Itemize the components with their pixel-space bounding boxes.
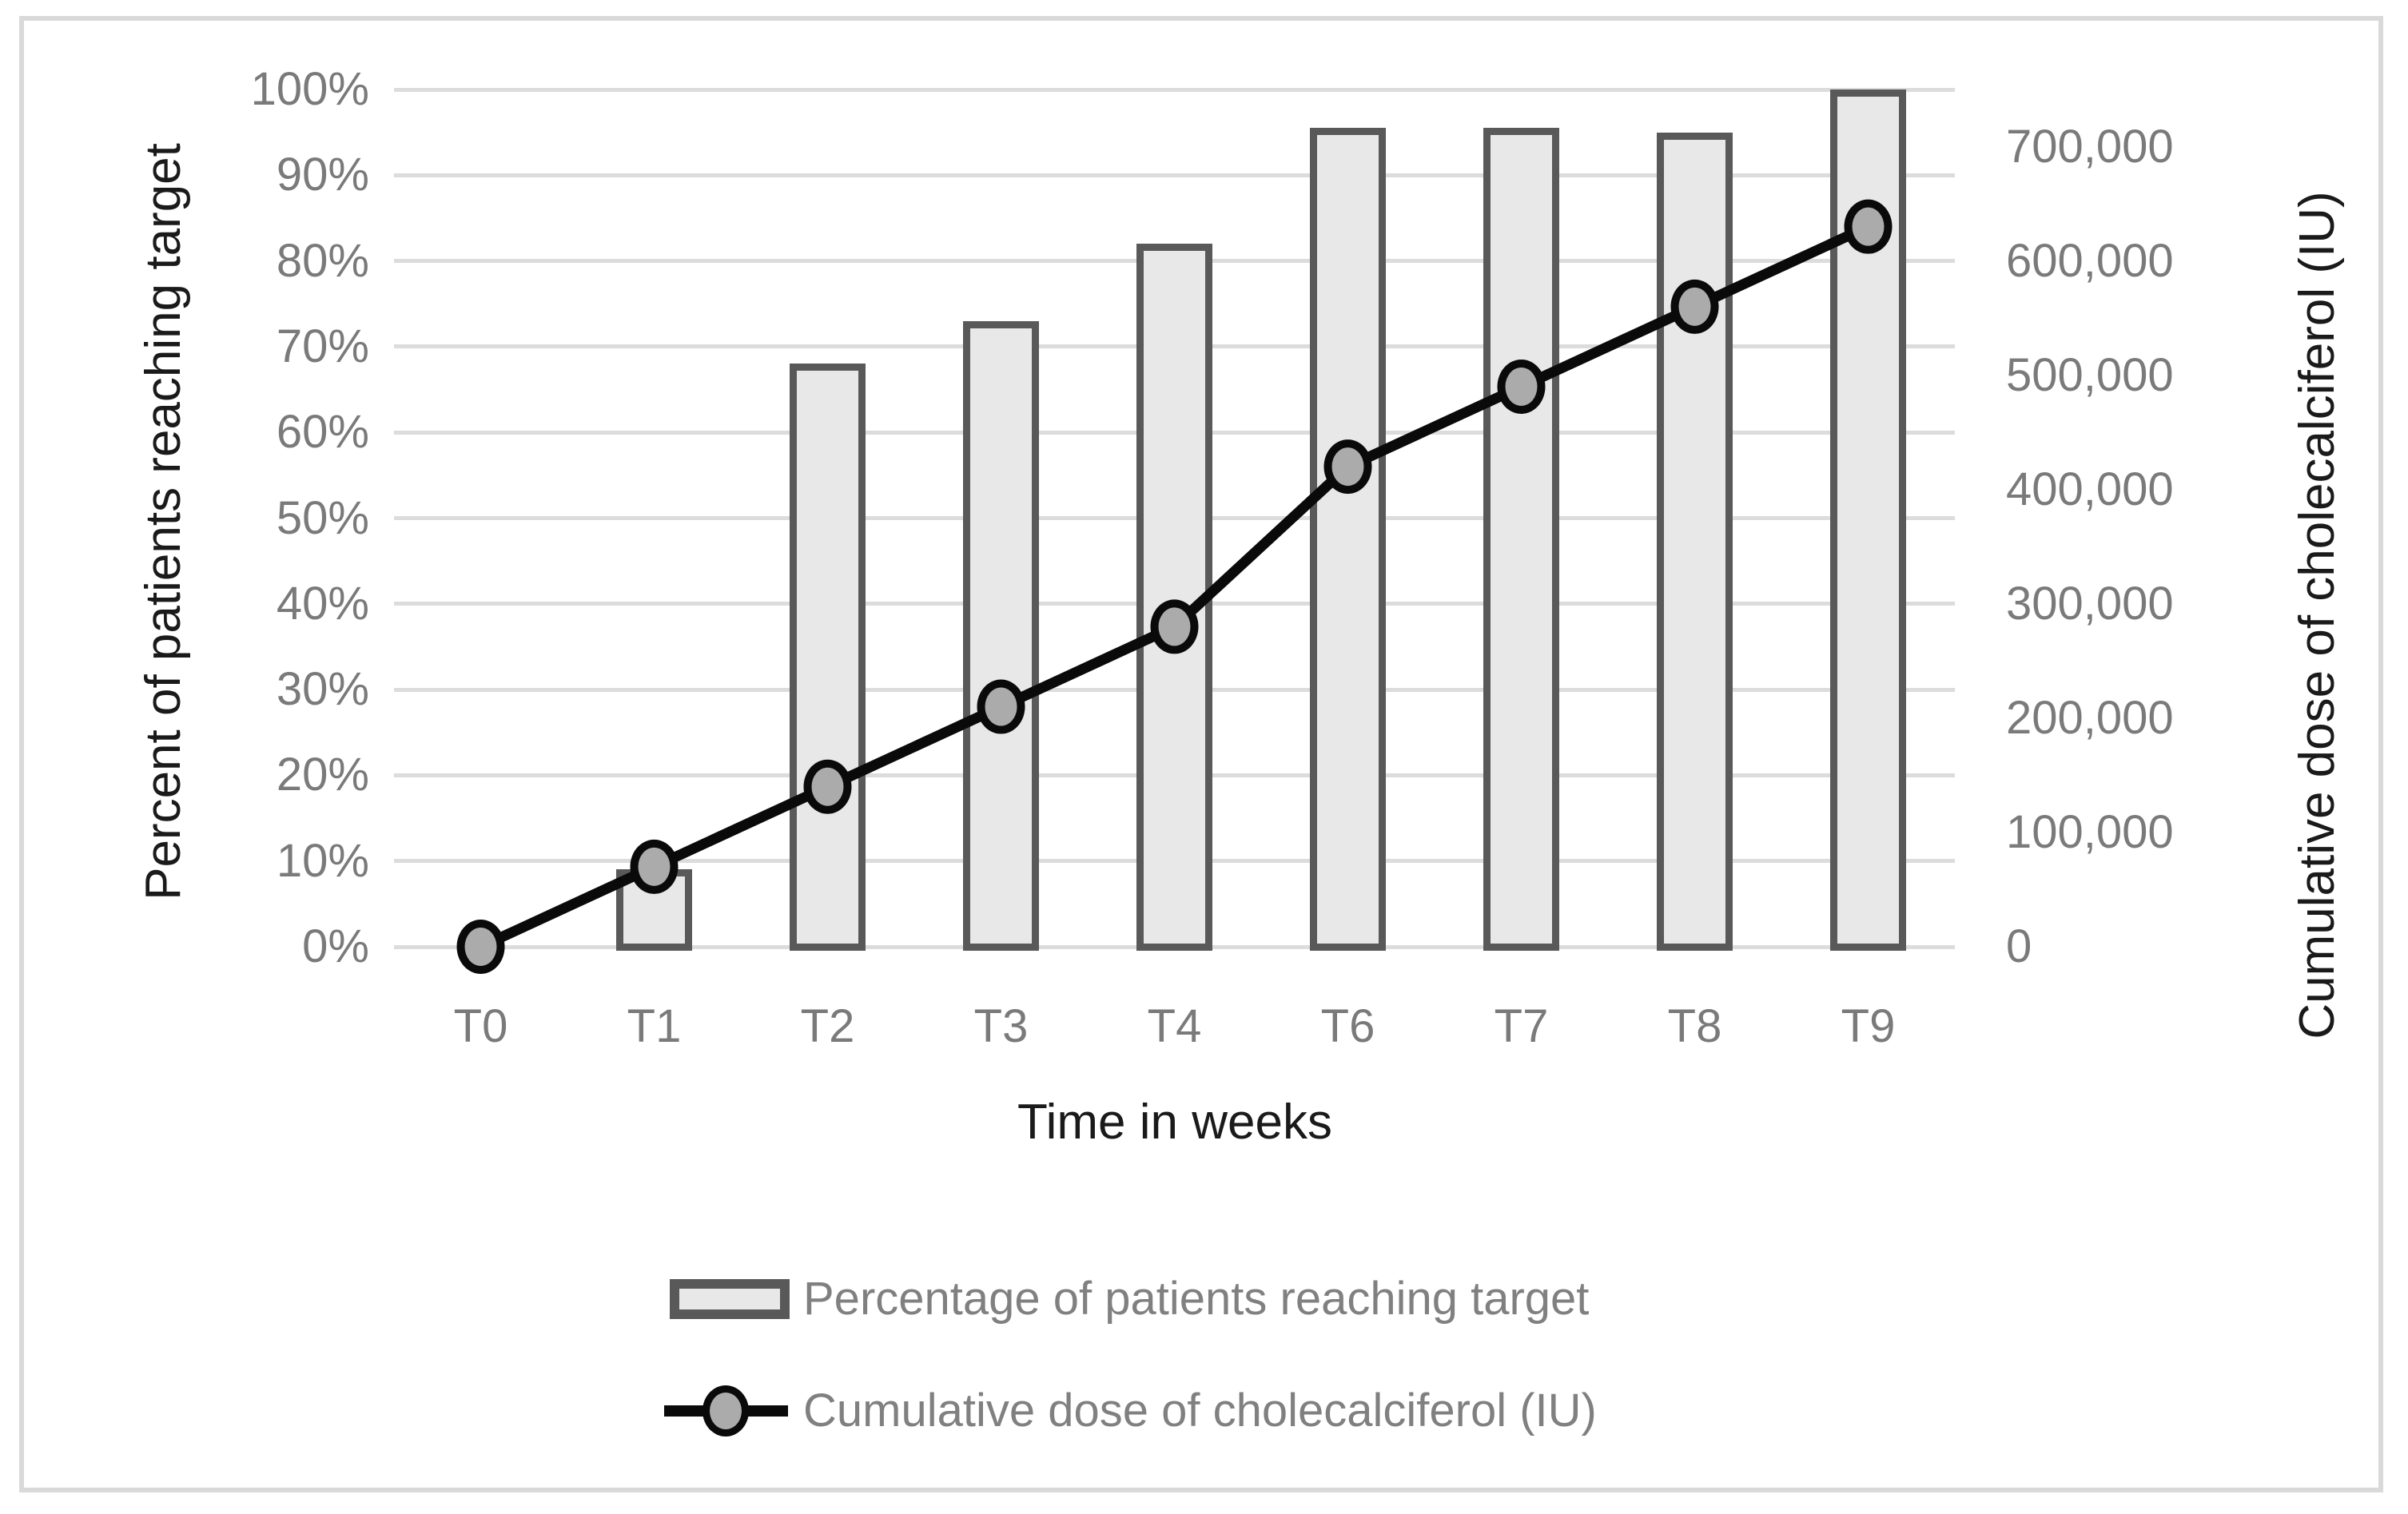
dose-marker-T3 bbox=[977, 679, 1025, 734]
dose-marker-T1 bbox=[630, 839, 679, 894]
right-axis-tick-labels: 0 100,000 200,000 300,000 400,000 500,000 600,… bbox=[2006, 89, 2382, 972]
dose-line bbox=[476, 221, 1873, 952]
left-tick-label-90%: 90% bbox=[276, 149, 369, 201]
left-tick-label-70%: 70% bbox=[276, 320, 369, 372]
right-axis-title: Cumulative dose of cholecalciferol (IU) bbox=[2290, 191, 2345, 1039]
legend-line-marker-fill bbox=[710, 1393, 742, 1429]
left-tick-label-40%: 40% bbox=[276, 577, 369, 630]
bar-T2 bbox=[790, 364, 866, 951]
dose-marker-T6 bbox=[1323, 439, 1372, 495]
right-tick-label-0: 0 bbox=[2006, 920, 2032, 972]
x-tick-label-T9: T9 bbox=[1841, 1000, 1896, 1052]
gridline bbox=[394, 87, 1955, 92]
legend-line-marker-icon bbox=[702, 1385, 749, 1437]
right-tick-label-600,000: 600,000 bbox=[2006, 234, 2174, 287]
right-tick-label-200,000: 200,000 bbox=[2006, 691, 2174, 744]
legend-label-line: Cumulative dose of cholecalciferol (IU) bbox=[803, 1385, 1597, 1437]
dose-marker-T9 bbox=[1844, 199, 1893, 254]
legend-label-bars: Percentage of patients reaching target bbox=[803, 1273, 1590, 1325]
left-tick-label-50%: 50% bbox=[276, 491, 369, 544]
left-axis-tick-labels: 0% 10% 20% 30% 40% 50% 60% 70% 80% 90% 100% bbox=[0, 63, 369, 972]
x-tick-label-T1: T1 bbox=[627, 1000, 682, 1052]
dose-marker-T7 bbox=[1497, 359, 1546, 414]
dose-marker-T0 bbox=[456, 920, 505, 974]
bar-T7 bbox=[1483, 128, 1559, 951]
left-tick-label-20%: 20% bbox=[276, 749, 369, 801]
bar-T6 bbox=[1310, 128, 1386, 951]
right-tick-label-100,000: 100,000 bbox=[2006, 805, 2174, 858]
x-tick-label-T8: T8 bbox=[1667, 1000, 1722, 1052]
left-axis-title: Percent of patients reaching target bbox=[136, 143, 191, 900]
dose-marker-T2 bbox=[803, 759, 852, 814]
left-tick-label-60%: 60% bbox=[276, 406, 369, 459]
legend-bar-swatch-icon bbox=[670, 1279, 790, 1319]
x-axis-title: Time in weeks bbox=[1017, 1095, 1332, 1150]
left-tick-label-0%: 0% bbox=[302, 920, 369, 972]
plot-area bbox=[394, 87, 1955, 974]
dose-marker-T4 bbox=[1150, 599, 1199, 654]
right-tick-label-300,000: 300,000 bbox=[2006, 577, 2174, 630]
dose-line-layer bbox=[456, 199, 1893, 974]
bar-T3 bbox=[963, 320, 1039, 951]
x-axis-tick-labels: T0 T1 T2 T3 T4 T6 T7 T8 T9 bbox=[394, 999, 1955, 1055]
gridline bbox=[394, 173, 1955, 177]
x-tick-label-T2: T2 bbox=[800, 1000, 855, 1052]
x-tick-label-T0: T0 bbox=[453, 1000, 508, 1052]
right-tick-label-400,000: 400,000 bbox=[2006, 463, 2174, 515]
left-tick-label-100%: 100% bbox=[250, 63, 369, 115]
dose-marker-T8 bbox=[1670, 279, 1719, 334]
left-tick-label-10%: 10% bbox=[276, 834, 369, 887]
right-tick-label-500,000: 500,000 bbox=[2006, 348, 2174, 401]
left-tick-label-80%: 80% bbox=[276, 234, 369, 287]
x-tick-label-T6: T6 bbox=[1320, 1000, 1375, 1052]
x-tick-label-T7: T7 bbox=[1494, 1000, 1549, 1052]
x-tick-label-T3: T3 bbox=[973, 1000, 1029, 1052]
right-tick-label-700,000: 700,000 bbox=[2006, 120, 2174, 173]
bar-T8 bbox=[1657, 132, 1733, 951]
x-tick-label-T4: T4 bbox=[1147, 1000, 1202, 1052]
left-tick-label-30%: 30% bbox=[276, 663, 369, 716]
